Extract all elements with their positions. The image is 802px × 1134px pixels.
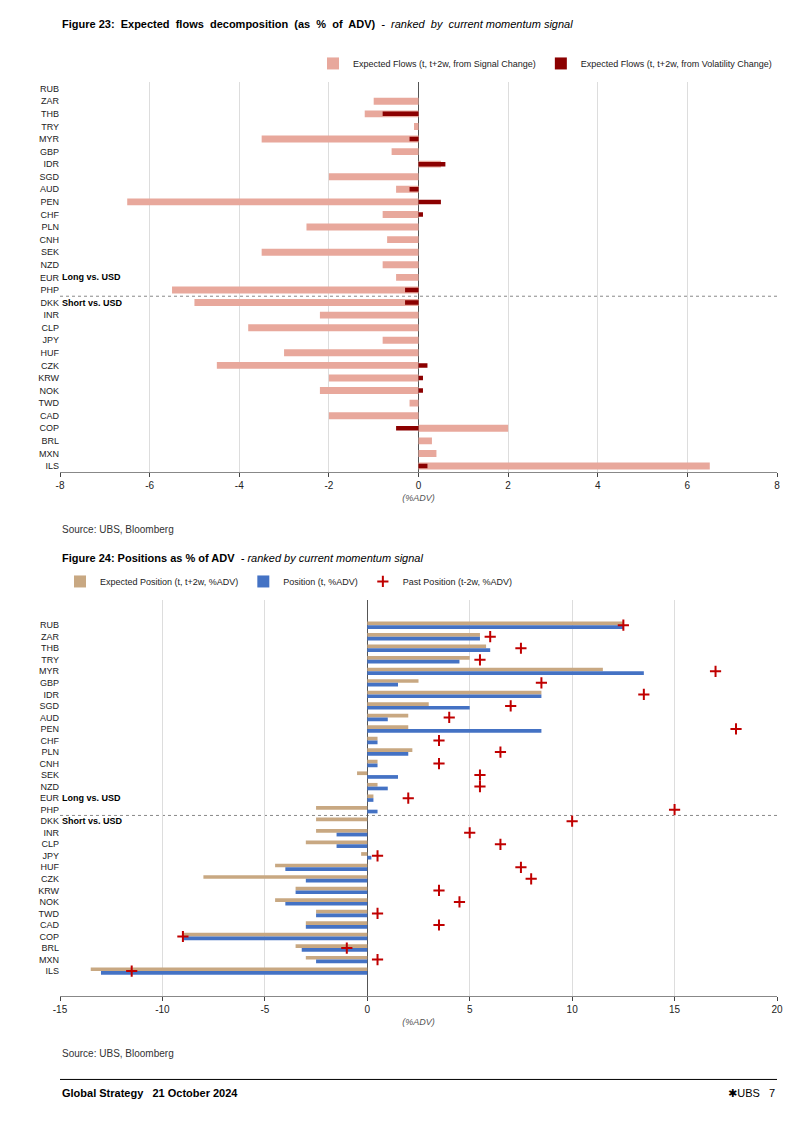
- svg-text:Position (t, %ADV): Position (t, %ADV): [283, 577, 358, 587]
- svg-text:BRL: BRL: [41, 436, 59, 446]
- svg-text:CHF: CHF: [41, 736, 60, 746]
- svg-text:PHP: PHP: [40, 805, 59, 815]
- svg-text:COP: COP: [39, 423, 59, 433]
- svg-text:IDR: IDR: [44, 159, 60, 169]
- svg-text:KRW: KRW: [38, 373, 59, 383]
- svg-text:Short vs. USD: Short vs. USD: [62, 816, 123, 826]
- svg-text:-10: -10: [155, 1004, 170, 1015]
- svg-text:8: 8: [774, 480, 780, 491]
- svg-text:AUD: AUD: [40, 184, 60, 194]
- svg-text:MXN: MXN: [39, 449, 59, 459]
- svg-text:6: 6: [685, 480, 691, 491]
- svg-text:5: 5: [467, 1004, 473, 1015]
- svg-text:Global Strategy 21 October 2: Global Strategy 21 October 2024: [62, 1087, 238, 1099]
- svg-text:-6: -6: [145, 480, 154, 491]
- svg-text:Expected Flows (t, t+2w, from: Expected Flows (t, t+2w, from Volatility…: [581, 59, 772, 69]
- svg-text:GBP: GBP: [40, 678, 59, 688]
- svg-text:20: 20: [771, 1004, 783, 1015]
- svg-text:JPY: JPY: [42, 335, 59, 345]
- svg-text:JPY: JPY: [42, 851, 59, 861]
- svg-text:INR: INR: [44, 828, 60, 838]
- svg-text:SEK: SEK: [41, 247, 59, 257]
- svg-text:CAD: CAD: [40, 411, 60, 421]
- svg-text:2: 2: [505, 480, 511, 491]
- svg-text:TWD: TWD: [39, 398, 60, 408]
- svg-text:THB: THB: [41, 109, 59, 119]
- svg-text:ILS: ILS: [45, 966, 59, 976]
- svg-text:SGD: SGD: [39, 172, 59, 182]
- svg-text:HUF: HUF: [41, 348, 60, 358]
- svg-text:MYR: MYR: [39, 134, 60, 144]
- svg-text:10: 10: [567, 1004, 579, 1015]
- svg-text:INR: INR: [44, 310, 60, 320]
- svg-text:CNH: CNH: [40, 759, 60, 769]
- svg-text:CZK: CZK: [41, 361, 59, 371]
- svg-text:NOK: NOK: [39, 386, 59, 396]
- svg-text:HUF: HUF: [41, 862, 60, 872]
- svg-text:Expected Flows (t, t+2w, from: Expected Flows (t, t+2w, from Signal Cha…: [353, 59, 536, 69]
- svg-text:EUR: EUR: [40, 273, 60, 283]
- svg-text:(%ADV): (%ADV): [402, 1017, 435, 1027]
- svg-text:COP: COP: [39, 932, 59, 942]
- svg-text:CAD: CAD: [40, 920, 60, 930]
- svg-text:15: 15: [669, 1004, 681, 1015]
- svg-text:✱UBS 7: ✱UBS 7: [728, 1087, 775, 1099]
- svg-text:MXN: MXN: [39, 955, 59, 965]
- svg-text:PEN: PEN: [40, 724, 59, 734]
- svg-text:THB: THB: [41, 643, 59, 653]
- svg-text:CZK: CZK: [41, 874, 59, 884]
- svg-text:BRL: BRL: [41, 943, 59, 953]
- svg-text:Long vs. USD: Long vs. USD: [62, 793, 121, 803]
- svg-text:ILS: ILS: [45, 461, 59, 471]
- svg-text:-4: -4: [235, 480, 244, 491]
- svg-text:TRY: TRY: [41, 655, 59, 665]
- svg-text:Source: UBS, Bloomberg: Source: UBS, Bloomberg: [62, 1048, 174, 1059]
- svg-text:CNH: CNH: [40, 235, 60, 245]
- svg-text:GBP: GBP: [40, 147, 59, 157]
- svg-text:-15: -15: [53, 1004, 68, 1015]
- svg-text:MYR: MYR: [39, 666, 60, 676]
- svg-text:KRW: KRW: [38, 886, 59, 896]
- svg-text:PEN: PEN: [40, 197, 59, 207]
- svg-text:(%ADV): (%ADV): [402, 493, 435, 503]
- svg-text:NZD: NZD: [41, 782, 60, 792]
- svg-text:NOK: NOK: [39, 897, 59, 907]
- svg-text:IDR: IDR: [44, 690, 60, 700]
- svg-text:SGD: SGD: [39, 701, 59, 711]
- svg-text:CLP: CLP: [41, 839, 59, 849]
- svg-text:Short vs. USD: Short vs. USD: [62, 298, 123, 308]
- svg-text:PHP: PHP: [40, 285, 59, 295]
- svg-text:-2: -2: [324, 480, 333, 491]
- svg-text:RUB: RUB: [40, 84, 59, 94]
- svg-text:DKK: DKK: [40, 298, 59, 308]
- svg-text:SEK: SEK: [41, 770, 59, 780]
- svg-text:Expected Position (t, t+2w, %A: Expected Position (t, t+2w, %ADV): [100, 577, 238, 587]
- svg-text:-5: -5: [260, 1004, 269, 1015]
- svg-text:AUD: AUD: [40, 713, 60, 723]
- svg-text:DKK: DKK: [40, 816, 59, 826]
- svg-text:PLN: PLN: [41, 747, 59, 757]
- svg-text:CHF: CHF: [41, 210, 60, 220]
- svg-text:CLP: CLP: [41, 323, 59, 333]
- svg-text:ZAR: ZAR: [41, 632, 60, 642]
- svg-text:0: 0: [416, 480, 422, 491]
- svg-text:Figure 23: Expected flows d: Figure 23: Expected flows decomposition …: [62, 18, 573, 30]
- svg-text:Past Position (t-2w, %ADV): Past Position (t-2w, %ADV): [403, 577, 512, 587]
- svg-text:Source: UBS, Bloomberg: Source: UBS, Bloomberg: [62, 524, 174, 535]
- svg-text:ZAR: ZAR: [41, 96, 60, 106]
- svg-text:TRY: TRY: [41, 122, 59, 132]
- svg-text:NZD: NZD: [41, 260, 60, 270]
- svg-text:0: 0: [365, 1004, 371, 1015]
- svg-text:RUB: RUB: [40, 620, 59, 630]
- svg-text:Figure 24: Positions as % of A: Figure 24: Positions as % of ADV - ranke…: [62, 552, 423, 564]
- svg-text:TWD: TWD: [39, 909, 60, 919]
- svg-text:EUR: EUR: [40, 793, 60, 803]
- svg-text:Long vs. USD: Long vs. USD: [62, 272, 121, 282]
- svg-text:-8: -8: [56, 480, 65, 491]
- svg-text:PLN: PLN: [41, 222, 59, 232]
- svg-text:4: 4: [595, 480, 601, 491]
